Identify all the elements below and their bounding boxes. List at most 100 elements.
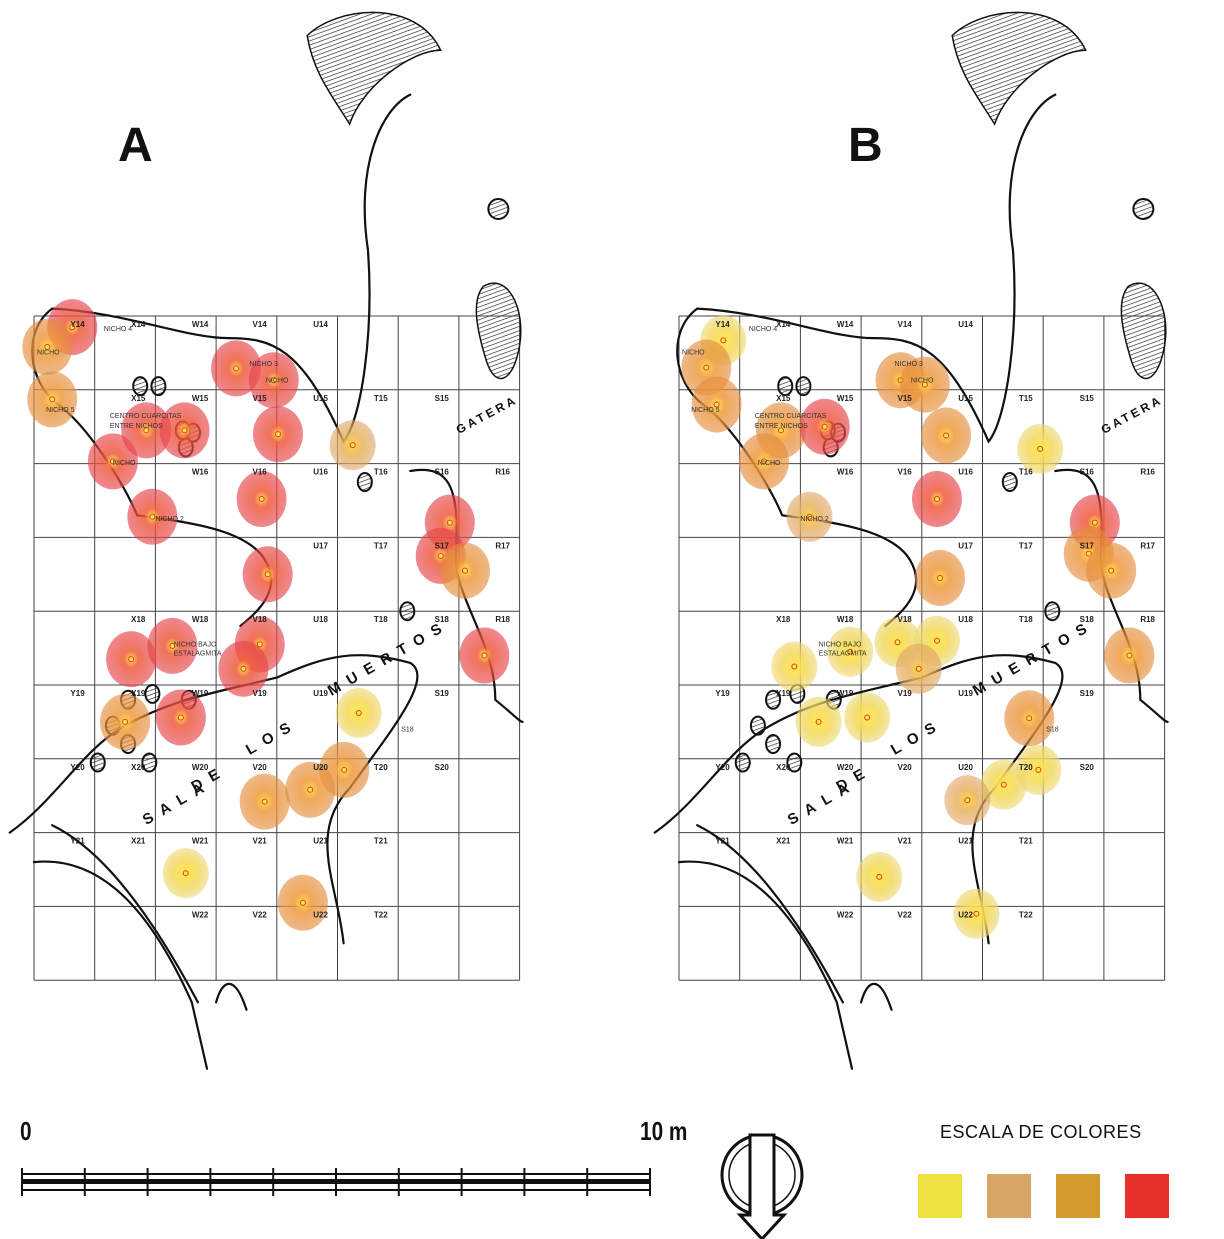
grid-cell-label: X14 (776, 320, 791, 329)
heat-spot-center (1035, 766, 1042, 773)
heat-spot-center (1026, 715, 1033, 722)
heat-spot-center (437, 552, 444, 559)
grid-cell-label: U21 (958, 837, 973, 846)
grid-cell-label: V16 (253, 468, 268, 477)
grid-cell-label: R16 (1140, 468, 1155, 477)
feature-note: ESTALAGMITA (174, 650, 222, 657)
cave-wall-east (1054, 468, 1169, 723)
heat-spot-center (1085, 550, 1092, 557)
rock-mass (475, 282, 522, 380)
grid-cell-label: X18 (131, 615, 146, 624)
grid-cell-label: V21 (898, 837, 913, 846)
grid-cell-label: T15 (1019, 394, 1033, 403)
legend-swatch (1056, 1174, 1100, 1218)
boulder-icon (765, 689, 782, 710)
feature-note: CENTRO CUARCITAS (755, 413, 827, 420)
feature-note: NICHO BAJO (174, 642, 217, 649)
cave-name-label: LOS (243, 715, 302, 759)
feature-note: NICHO 4 (749, 326, 778, 333)
feature-note: NICHO 2 (155, 516, 184, 523)
grid-cell-label: T20 (1019, 763, 1033, 772)
heat-spot-center (341, 766, 348, 773)
heat-spot-center (876, 873, 883, 880)
map-panel-a: Y14 X14 W14 V14 U14 X15 W15 V15 U15 T15 S15 W16 V16 U… (8, 11, 524, 1070)
heat-spot-center (182, 870, 189, 877)
grid-cell-label: W20 (192, 763, 209, 772)
grid-cell-label: T21 (374, 837, 388, 846)
grid-cell-label: U21 (313, 837, 328, 846)
heat-spot-center (933, 496, 940, 503)
grid-cell-label: U17 (313, 541, 328, 550)
grid-cell-label: T21 (1019, 837, 1033, 846)
heat-spot-center (760, 458, 767, 465)
grid-cell-label: S17 (1080, 541, 1095, 550)
grid-cell-label: W21 (837, 837, 854, 846)
grid-cell-label: W20 (837, 763, 854, 772)
grid-cell-label: V20 (253, 763, 268, 772)
heat-spot-center (256, 641, 263, 648)
north-arrow-icon (720, 1133, 804, 1239)
feature-note: NICHO 3 (894, 361, 923, 368)
heat-spot-center (973, 910, 980, 917)
grid-cell-label: Y19 (70, 689, 85, 698)
grid-cell-label: V15 (253, 394, 268, 403)
grid-cell-label: T17 (374, 541, 388, 550)
grid-cell-label: X14 (131, 320, 146, 329)
grid-cell-label: Y14 (715, 320, 730, 329)
grid-cell-label: T22 (374, 910, 388, 919)
feature-note: CENTRO CUARCITAS (110, 413, 182, 420)
feature-note: S18 (401, 726, 414, 733)
grid-cell-label: Y19 (715, 689, 730, 698)
grid-cell-label: W15 (192, 394, 209, 403)
heat-spot-center (1126, 652, 1133, 659)
grid-cell-label: X18 (776, 615, 791, 624)
cave-wall-inner (696, 824, 844, 1004)
grid-cell-label: V15 (898, 394, 913, 403)
boulder-icon (141, 752, 158, 773)
boulder-icon (734, 752, 751, 773)
grid-cell-label: S20 (1080, 763, 1095, 772)
boulder-icon (765, 734, 782, 755)
feature-note: ENTRE NICHOS (110, 423, 163, 430)
heat-spot-center (720, 337, 727, 344)
heat-spot-center (275, 431, 282, 438)
map-panel-b: Y14 X14 W14 V14 U14 X15 W15 V15 U15 T15 S15 W16 V16 U… (653, 11, 1169, 1070)
feature-note: NICHO (911, 377, 934, 384)
rock-mass (487, 197, 510, 220)
scale-min-label: 0 (20, 1116, 32, 1146)
feature-note: NICHO (758, 460, 781, 467)
boulder-icon (795, 376, 812, 397)
cave-name-label: MUERTOS (970, 616, 1098, 700)
grid-cell-label: R17 (495, 541, 510, 550)
grid-cell-label: U22 (958, 910, 973, 919)
heat-spot-center (69, 324, 76, 331)
feature-note: NICHO 2 (800, 516, 829, 523)
grid-cell-label: V21 (253, 837, 268, 846)
grid-cell-label: W22 (192, 910, 209, 919)
heat-spot-center (806, 513, 813, 520)
feature-note: ENTRE NICHOS (755, 423, 808, 430)
legend-swatch (918, 1174, 962, 1218)
grid-cell-label: R18 (1140, 615, 1155, 624)
heat-spot-center (446, 519, 453, 526)
heat-spot-center (240, 665, 247, 672)
boulder-icon (786, 752, 803, 773)
heat-spot-center (481, 652, 488, 659)
boulder-icon (777, 376, 794, 397)
rock-mass (1132, 197, 1155, 220)
gatera-label: GATERA (454, 393, 520, 437)
heat-spot-center (894, 639, 901, 646)
cave-wall-inner (51, 824, 199, 1004)
gatera-label: GATERA (1099, 393, 1165, 437)
grid-cell-label: W18 (192, 615, 209, 624)
grid-cell-label: S15 (1080, 394, 1095, 403)
grid-cell-label: V22 (253, 910, 268, 919)
heat-spot-center (1000, 781, 1007, 788)
feature-note: NICHO 5 (691, 407, 720, 414)
heat-spot-center (270, 377, 277, 384)
grid-cell-label: U16 (958, 468, 973, 477)
rock-mass (1120, 282, 1167, 380)
grid-cell-label: S20 (435, 763, 450, 772)
grid-cell-label: S17 (435, 541, 450, 550)
boulder-icon (150, 376, 167, 397)
